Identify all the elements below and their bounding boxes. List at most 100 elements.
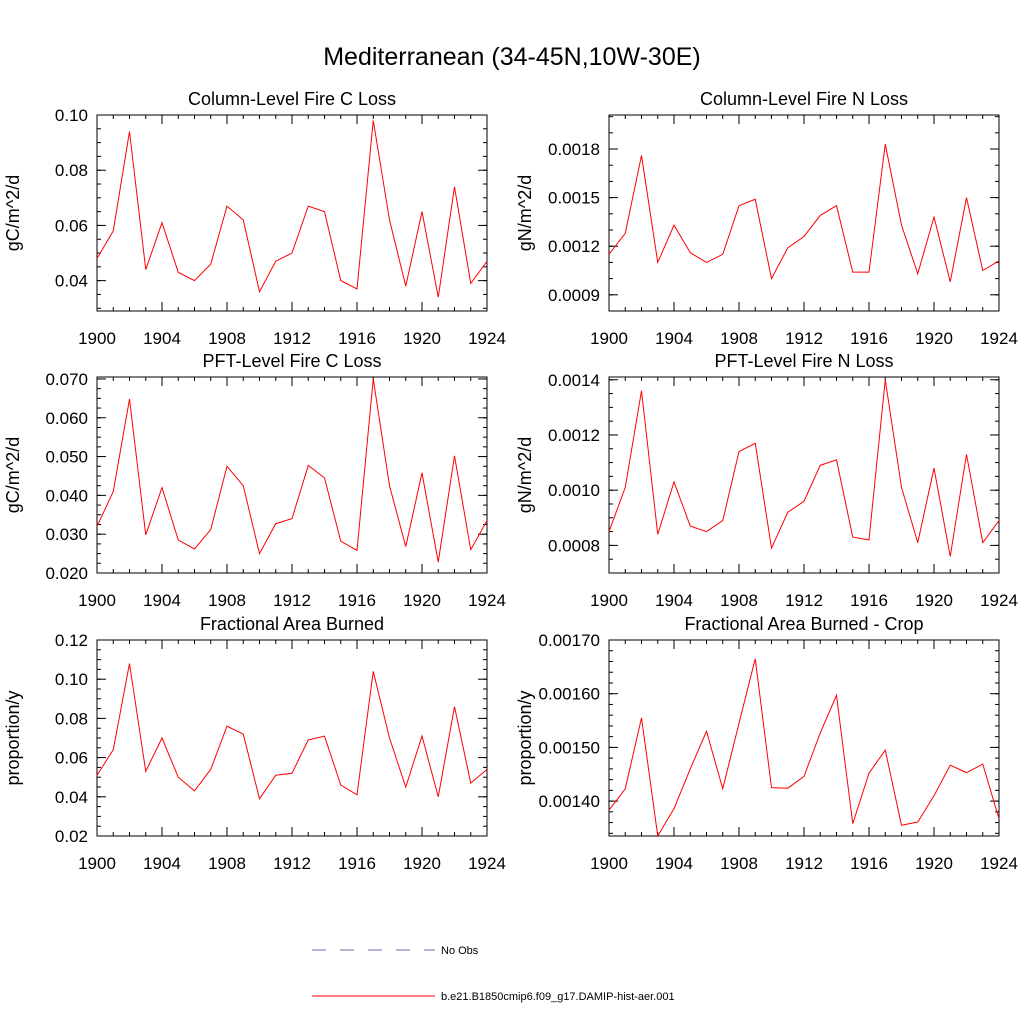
panel-title: Fractional Area Burned - Crop [684,614,923,634]
panels: Column-Level Fire C Loss gC/m^2/d 1900 1904… [3,89,1018,873]
plot-frame [608,639,1000,837]
panel-5: Fractional Area Burned proportion/y 1900 19… [3,614,506,873]
panel-title: Column-Level Fire N Loss [700,89,908,109]
plot-frame [96,376,488,574]
x-tick-label: 1912 [273,329,311,348]
y-tick-label: 0.04 [55,788,88,807]
y-axis-label: gN/m^2/d [515,437,535,513]
x-tick-label: 1912 [273,591,311,610]
x-tick-label: 1920 [915,591,953,610]
plot-frame [96,639,488,837]
y-tick-label: 0.06 [55,749,88,768]
x-tick-label: 1904 [143,329,181,348]
x-tick-label: 1920 [403,591,441,610]
plot-frame [96,114,488,312]
x-tick-label: 1908 [720,591,758,610]
x-tick-label: 1900 [590,329,628,348]
y-tick-label: 0.06 [55,216,88,235]
x-tick-label: 1916 [338,591,376,610]
x-tick-label: 1924 [980,854,1018,873]
x-tick-label: 1924 [468,591,506,610]
x-tick-label: 1904 [143,591,181,610]
x-tick-label: 1908 [208,854,246,873]
series-line [96,663,488,800]
legend: No Obs b.e21.B1850cmip6.f09_g17.DAMIP-hi… [312,945,675,1003]
y-tick-label: 0.030 [45,525,88,544]
x-tick-label: 1924 [980,329,1018,348]
x-tick-label: 1908 [208,329,246,348]
legend-obs-label: No Obs [441,945,479,957]
x-tick-label: 1900 [78,854,116,873]
y-tick-label: 0.0012 [548,237,600,256]
y-tick-label: 0.0012 [548,426,600,445]
x-tick-label: 1916 [850,854,888,873]
y-tick-label: 0.10 [55,106,88,125]
x-tick-label: 1920 [915,329,953,348]
panel-4: PFT-Level Fire N Loss gN/m^2/d 1900 1904 190… [515,351,1018,610]
y-tick-label: 0.050 [45,448,88,467]
panel-title: Column-Level Fire C Loss [188,89,396,109]
y-tick-label: 0.10 [55,670,88,689]
panel-title: PFT-Level Fire C Loss [202,351,381,371]
panel-6: Fractional Area Burned - Crop proportion/… [515,614,1018,873]
y-axis-label: gC/m^2/d [3,437,23,513]
y-tick-label: 0.08 [55,161,88,180]
plot-frame [608,114,1000,312]
y-tick-label: 0.08 [55,709,88,728]
x-tick-label: 1920 [915,854,953,873]
panel-1: Column-Level Fire C Loss gC/m^2/d 1900 1904… [3,89,506,348]
x-tick-label: 1912 [785,854,823,873]
y-axis-label: proportion/y [3,690,23,785]
x-tick-label: 1912 [785,329,823,348]
y-tick-label: 0.0014 [548,371,600,390]
series-line [608,658,1000,838]
x-tick-label: 1924 [468,329,506,348]
y-tick-label: 0.070 [45,370,88,389]
x-tick-label: 1904 [655,591,693,610]
panel-3: PFT-Level Fire C Loss gC/m^2/d 1900 1904 190… [3,351,506,610]
x-tick-label: 1920 [403,854,441,873]
x-tick-label: 1908 [208,591,246,610]
series-line [608,144,1000,282]
x-tick-label: 1912 [785,591,823,610]
y-tick-label: 0.0018 [548,140,600,159]
panel-title: PFT-Level Fire N Loss [714,351,893,371]
y-tick-label: 0.040 [45,486,88,505]
y-tick-label: 0.00170 [539,631,600,650]
y-tick-label: 0.00160 [539,685,600,704]
y-axis-label: proportion/y [515,690,535,785]
y-axis-label: gN/m^2/d [515,175,535,251]
y-axis-label: gC/m^2/d [3,175,23,251]
x-tick-label: 1916 [850,591,888,610]
y-tick-label: 0.0009 [548,286,600,305]
plot-frame [608,376,1000,574]
x-tick-label: 1924 [980,591,1018,610]
x-tick-label: 1924 [468,854,506,873]
x-tick-label: 1904 [655,329,693,348]
x-tick-label: 1916 [338,854,376,873]
x-tick-label: 1900 [78,329,116,348]
x-tick-label: 1916 [850,329,888,348]
y-tick-label: 0.00150 [539,738,600,757]
x-tick-label: 1900 [590,854,628,873]
series-line [96,378,488,563]
y-tick-label: 0.00140 [539,792,600,811]
y-tick-label: 0.020 [45,564,88,583]
x-tick-label: 1904 [143,854,181,873]
x-tick-label: 1912 [273,854,311,873]
series-line [96,120,488,298]
x-tick-label: 1916 [338,329,376,348]
x-tick-label: 1904 [655,854,693,873]
x-tick-label: 1908 [720,329,758,348]
panel-title: Fractional Area Burned [200,614,384,634]
y-tick-label: 0.12 [55,631,88,650]
y-tick-label: 0.060 [45,409,88,428]
y-tick-label: 0.0010 [548,481,600,500]
page-title: Mediterranean (34-45N,10W-30E) [323,43,701,71]
x-tick-label: 1900 [590,591,628,610]
x-tick-label: 1908 [720,854,758,873]
y-tick-label: 0.0008 [548,536,600,555]
x-tick-label: 1920 [403,329,441,348]
panel-2: Column-Level Fire N Loss gN/m^2/d 1900 1904… [515,89,1018,348]
